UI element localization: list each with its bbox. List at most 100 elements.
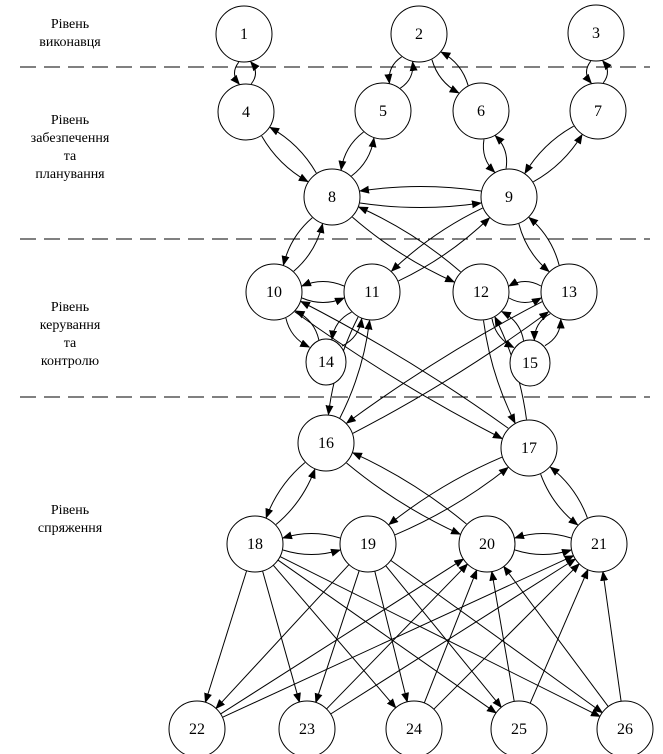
edge-4-8: [261, 135, 309, 183]
edge-18-22: [204, 570, 248, 704]
node-label: 9: [505, 189, 513, 206]
edge-16-11: [339, 319, 373, 419]
edge-17-19: [388, 456, 503, 526]
node-circle: [500, 419, 558, 477]
edge-11-10: [301, 278, 345, 287]
edge-6-2: [440, 51, 469, 86]
edge-23-21: [330, 558, 577, 715]
edge-10-14: [285, 317, 311, 348]
node-label: 1: [240, 26, 248, 43]
edge-9-13: [518, 223, 550, 273]
node-6: 6: [452, 82, 510, 140]
node-label: 12: [473, 284, 489, 301]
edge-24-20: [423, 569, 478, 704]
edge-26-21: [600, 570, 622, 702]
edge-18-23: [262, 570, 301, 704]
node-13: 13: [540, 263, 598, 321]
node-label: 4: [242, 104, 250, 121]
node-label: 19: [360, 536, 376, 553]
edge-19-24: [374, 571, 409, 703]
node-9: 9: [480, 168, 538, 226]
node-label: 8: [328, 189, 336, 206]
edge-18-26: [279, 556, 601, 717]
node-label: 23: [299, 721, 315, 738]
edge-18-19: [282, 548, 341, 557]
node-label: 7: [594, 103, 602, 120]
edge-11-9: [398, 217, 491, 282]
node-label: 22: [189, 721, 205, 738]
node-14: 14: [305, 338, 347, 386]
edge-12-8: [357, 206, 461, 273]
edge-18-24: [272, 564, 397, 709]
node-20: 20: [458, 515, 516, 573]
edge-12-17: [483, 320, 516, 424]
edge-15-12: [500, 311, 525, 341]
edge-5-8: [338, 131, 364, 171]
edge-19-23: [314, 570, 360, 704]
node-label: 6: [477, 103, 485, 120]
node-circle: [305, 338, 347, 386]
node-circle: [215, 5, 273, 63]
node-circle: [596, 700, 654, 754]
node-circle: [339, 515, 397, 573]
node-17: 17: [500, 419, 558, 477]
node-label: 21: [591, 536, 607, 553]
node-label: 24: [406, 721, 422, 738]
node-24: 24: [385, 700, 443, 754]
node-label: 13: [561, 284, 577, 301]
edge-8-12: [352, 216, 456, 283]
edge-5-2: [400, 60, 418, 89]
node-circle: [217, 83, 275, 141]
node-circle: [570, 515, 628, 573]
edge-10-17: [294, 311, 503, 439]
edge-8-9: [359, 200, 482, 209]
node-circle: [390, 5, 448, 63]
node-label: 5: [379, 103, 387, 120]
edge-13-16: [345, 301, 543, 424]
edge-8-10: [281, 217, 313, 266]
node-circle: [480, 168, 538, 226]
edge-19-18: [282, 531, 341, 540]
edge-26-20: [503, 565, 609, 707]
node-circle: [540, 263, 598, 321]
edge-10-8: [293, 223, 325, 272]
node-5: 5: [354, 82, 412, 140]
edge-2-6: [431, 59, 460, 94]
node-circle: [245, 263, 303, 321]
node-16: 16: [297, 414, 355, 472]
edge-12-15: [491, 318, 515, 348]
node-label: 16: [318, 435, 334, 452]
node-circle: [452, 82, 510, 140]
edge-22-20: [220, 558, 465, 715]
level-label-control: Рівень керування та контролю: [39, 300, 101, 369]
edge-9-11: [390, 207, 483, 272]
edge-19-25: [385, 565, 502, 709]
edge-8-5: [351, 137, 377, 177]
edge-25-21: [529, 568, 589, 704]
edge-19-17: [394, 466, 509, 536]
node-19: 19: [339, 515, 397, 573]
node-circle: [490, 700, 548, 754]
edge-9-7: [533, 133, 583, 183]
node-circle: [168, 700, 226, 754]
node-4: 4: [217, 83, 275, 141]
edge-13-9: [528, 216, 560, 266]
edge-17-21: [540, 473, 579, 526]
node-circle: [509, 339, 551, 387]
node-25: 25: [490, 700, 548, 754]
node-label: 3: [592, 25, 600, 42]
edge-16-18: [265, 462, 306, 519]
edge-3-7: [582, 60, 592, 84]
node-label: 11: [364, 284, 379, 301]
level-label-interface: Рівень спряження: [37, 503, 103, 536]
node-circle: [343, 263, 401, 321]
edge-24-21: [433, 563, 580, 710]
node-26: 26: [596, 700, 654, 754]
edge-1-4: [230, 61, 240, 85]
node-7: 7: [569, 82, 627, 140]
edge-7-9: [524, 125, 574, 175]
node-3: 3: [567, 4, 625, 62]
edge-2-5: [384, 56, 402, 85]
